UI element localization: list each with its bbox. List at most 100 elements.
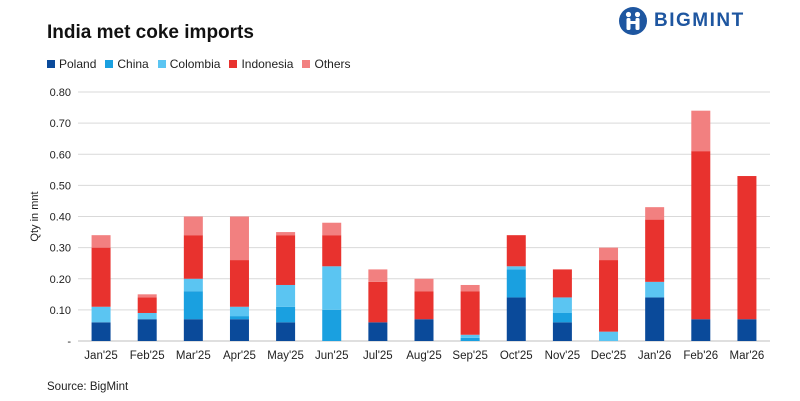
- bar-segment-others: [322, 222, 342, 236]
- bar-segment-poland: [137, 319, 157, 341]
- bar-segment-colombia: [137, 312, 157, 320]
- brand-name: BIGMINT: [654, 10, 745, 31]
- legend-item: China: [105, 57, 149, 71]
- y-tick-label: 0.20: [50, 274, 71, 286]
- bar-segment-indonesia: [552, 269, 572, 298]
- legend-item: Poland: [47, 57, 96, 71]
- bar-segment-colombia: [506, 266, 526, 270]
- x-tick-label: Jun'25: [315, 350, 349, 362]
- x-tick-label: Jan'25: [84, 350, 118, 362]
- bar-segment-colombia: [229, 306, 249, 317]
- x-tick-label: Feb'25: [130, 350, 165, 362]
- y-tick-label: 0.40: [50, 212, 71, 224]
- bar-segment-indonesia: [229, 260, 249, 307]
- bar-segment-poland: [368, 322, 388, 341]
- x-tick-label: Jan'26: [638, 350, 672, 362]
- bar-segment-others: [368, 269, 388, 282]
- x-tick-label: Mar'26: [730, 350, 765, 362]
- bar-segment-poland: [229, 319, 249, 341]
- bar-segment-poland: [645, 297, 665, 341]
- chart-title: India met coke imports: [47, 22, 254, 43]
- bar-segment-china: [552, 312, 572, 323]
- bar-segment-indonesia: [506, 235, 526, 267]
- bar-segment-china: [460, 337, 480, 341]
- bar-segment-indonesia: [645, 219, 665, 282]
- bigmint-logo-icon: [619, 7, 647, 35]
- bar-segment-poland: [91, 322, 111, 341]
- bar-segment-china: [322, 309, 342, 341]
- brand-logo: BIGMINT: [618, 5, 745, 37]
- x-tick-label: Dec'25: [591, 350, 626, 362]
- bar-segment-colombia: [599, 331, 619, 341]
- legend-item: Indonesia: [229, 57, 293, 71]
- bar-segment-poland: [414, 319, 434, 341]
- bar-segment-indonesia: [91, 247, 111, 307]
- y-tick-label: 0.30: [50, 243, 71, 255]
- x-tick-label: Feb'26: [683, 350, 718, 362]
- legend-item: Colombia: [157, 57, 221, 71]
- bar-segment-indonesia: [276, 235, 296, 285]
- x-tick-label: Oct'25: [500, 350, 533, 362]
- bar-segment-poland: [276, 322, 296, 341]
- x-tick-label: Aug'25: [406, 350, 441, 362]
- bar-segment-colombia: [322, 266, 342, 310]
- bar-segment-colombia: [552, 297, 572, 313]
- legend-label: Poland: [59, 57, 97, 71]
- bar-segment-poland: [737, 319, 757, 341]
- legend-label: China: [117, 57, 149, 71]
- bar-segment-others: [137, 294, 157, 298]
- bar-segment-colombia: [645, 281, 665, 298]
- x-tick-label: Mar'25: [176, 350, 211, 362]
- source-note: Source: BigMint: [47, 381, 129, 393]
- y-tick-label: 0.80: [50, 87, 71, 99]
- y-tick-label: 0.60: [50, 149, 71, 161]
- x-tick-label: Nov'25: [545, 350, 580, 362]
- bar-segment-indonesia: [322, 235, 342, 267]
- bar-segment-colombia: [276, 284, 296, 307]
- y-tick-label: 0.50: [50, 180, 71, 192]
- bar-segment-china: [183, 291, 203, 320]
- bar-segment-china: [276, 306, 296, 323]
- y-tick-label: -: [67, 336, 71, 348]
- x-tick-label: May'25: [267, 350, 304, 362]
- legend-swatch: [157, 60, 166, 68]
- bar-segment-china: [506, 269, 526, 298]
- y-tick-label: 0.70: [50, 118, 71, 130]
- legend-swatch: [105, 60, 114, 68]
- bar-segment-others: [276, 232, 296, 236]
- bar-segment-others: [645, 207, 665, 220]
- bar-segment-china: [229, 316, 249, 320]
- bar-segment-indonesia: [737, 176, 757, 320]
- legend-swatch: [229, 60, 238, 68]
- legend-label: Colombia: [169, 57, 221, 71]
- bar-segment-others: [460, 284, 480, 292]
- bar-segment-indonesia: [599, 260, 619, 332]
- legend-swatch: [302, 60, 311, 68]
- bar-segment-poland: [506, 297, 526, 341]
- bar-segment-indonesia: [368, 281, 388, 323]
- bar-segment-others: [691, 110, 711, 152]
- bar-segment-others: [229, 216, 249, 261]
- bar-segment-poland: [183, 319, 203, 341]
- legend-swatch: [47, 60, 55, 68]
- bar-segment-indonesia: [460, 291, 480, 335]
- bar-segment-poland: [691, 319, 711, 341]
- legend-label: Indonesia: [241, 57, 294, 71]
- x-tick-label: Sep'25: [452, 350, 487, 362]
- bar-segment-colombia: [460, 334, 480, 338]
- y-tick-label: 0.10: [50, 305, 71, 317]
- bar-segment-indonesia: [137, 297, 157, 313]
- bar-segment-indonesia: [183, 235, 203, 279]
- x-tick-label: Apr'25: [223, 350, 256, 362]
- bar-segment-others: [599, 247, 619, 261]
- bar-segment-others: [414, 278, 434, 292]
- legend-label: Others: [314, 57, 351, 71]
- legend-item: Others: [302, 57, 351, 71]
- y-axis-title: Qty in mnt: [29, 191, 41, 241]
- bar-segment-colombia: [91, 306, 111, 323]
- x-tick-label: Jul'25: [363, 350, 393, 362]
- bar-segment-colombia: [183, 278, 203, 292]
- chart-legend: Poland China Colombia Indonesia Others: [47, 57, 360, 71]
- bar-segment-indonesia: [414, 291, 434, 320]
